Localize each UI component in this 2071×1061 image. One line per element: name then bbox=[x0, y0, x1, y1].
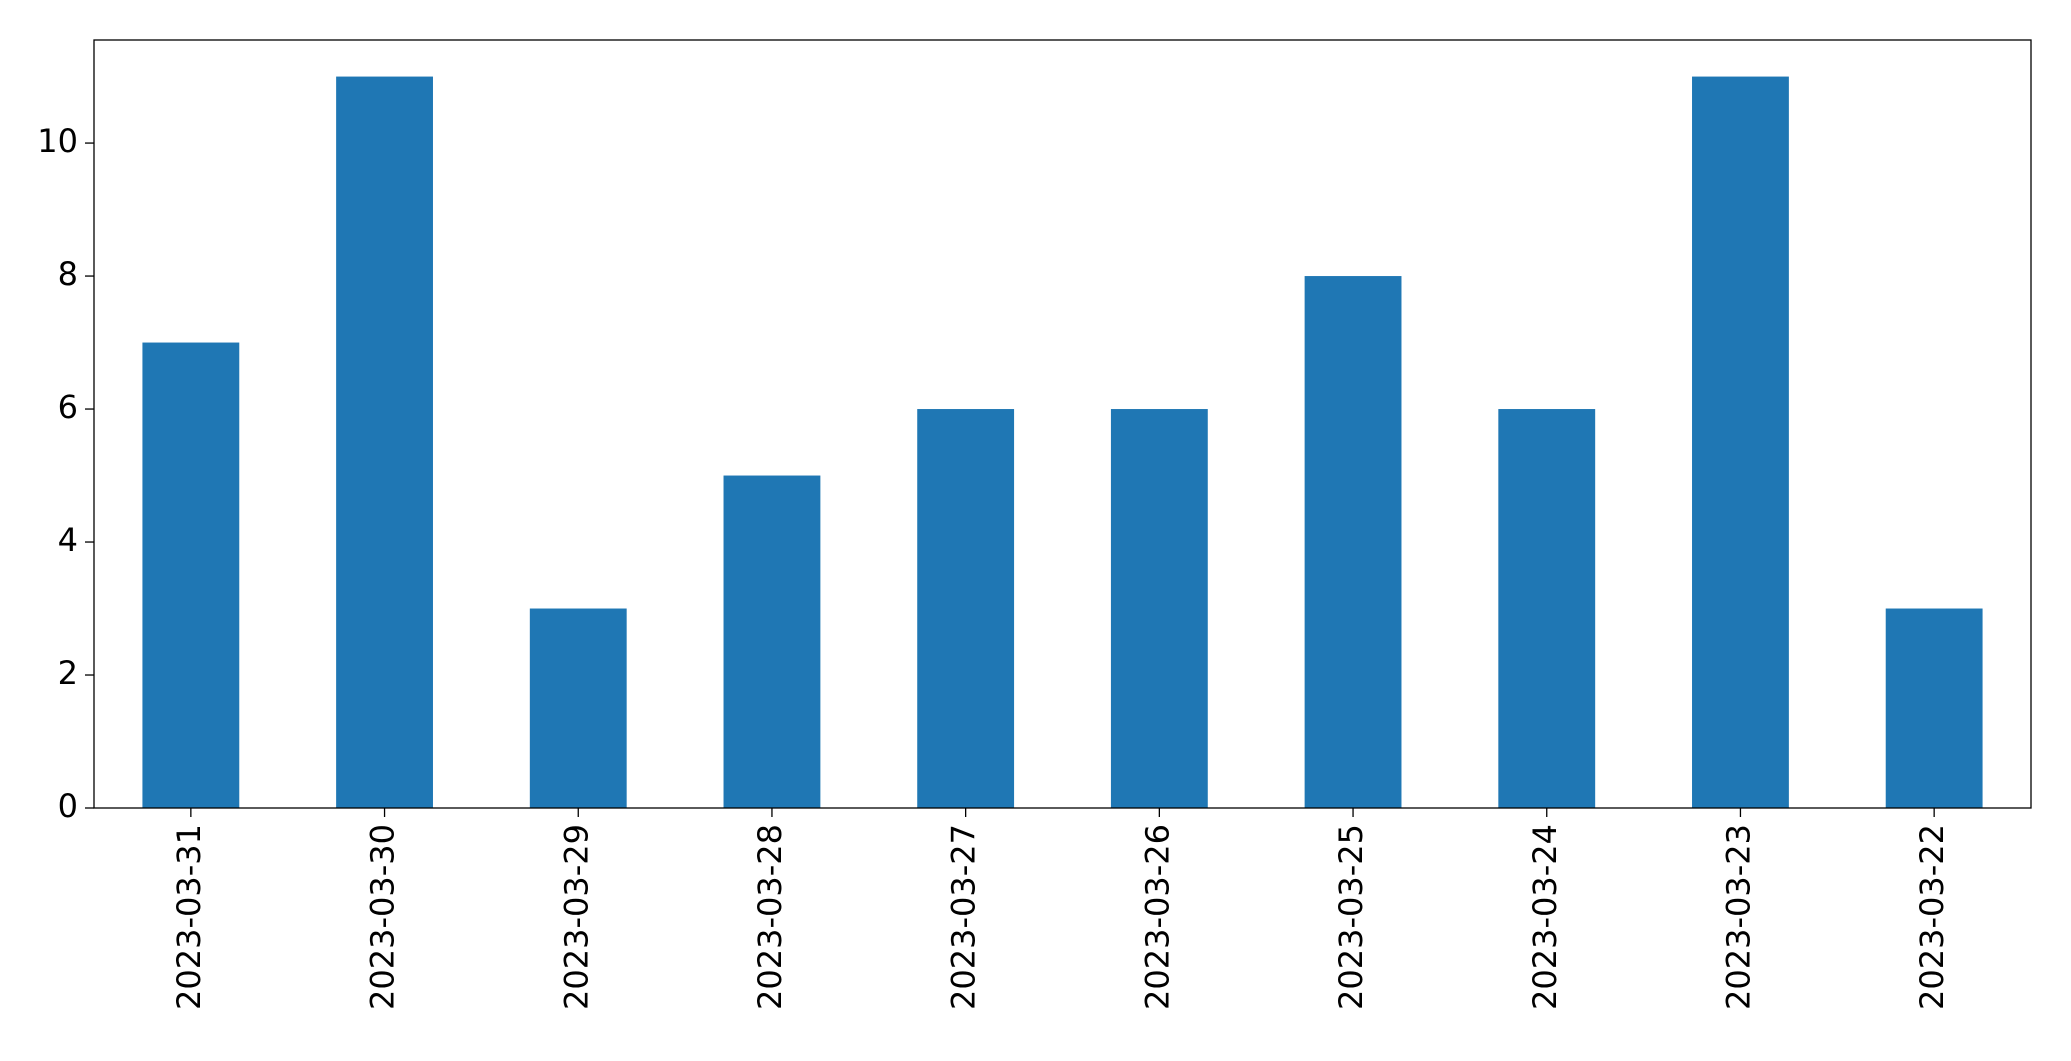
x-tick-label: 2023-03-30 bbox=[364, 824, 402, 1010]
x-tick-label: 2023-03-24 bbox=[1526, 824, 1564, 1010]
x-tick-label: 2023-03-29 bbox=[557, 824, 595, 1010]
bar bbox=[723, 475, 821, 808]
y-tick-label: 0 bbox=[58, 787, 78, 825]
y-tick-label: 6 bbox=[58, 388, 78, 426]
y-tick-label: 10 bbox=[37, 122, 78, 160]
y-tick-label: 8 bbox=[58, 255, 78, 293]
bar bbox=[336, 76, 433, 809]
x-tick-label: 2023-03-23 bbox=[1719, 824, 1757, 1010]
x-tick-label: 2023-03-25 bbox=[1332, 824, 1370, 1010]
plot-frame bbox=[93, 39, 2032, 809]
x-tick-label: 2023-03-27 bbox=[945, 824, 983, 1010]
bar bbox=[142, 342, 240, 808]
bar bbox=[1498, 409, 1596, 808]
bar bbox=[917, 409, 1015, 808]
bar bbox=[1110, 409, 1208, 808]
bar bbox=[529, 608, 627, 808]
x-tick-label: 2023-03-22 bbox=[1913, 824, 1951, 1010]
y-tick-label: 4 bbox=[58, 521, 78, 559]
bar bbox=[1304, 276, 1402, 808]
x-tick-label: 2023-03-31 bbox=[170, 824, 208, 1010]
bar bbox=[1885, 608, 1983, 808]
y-tick-label: 2 bbox=[58, 654, 78, 692]
x-tick-label: 2023-03-28 bbox=[751, 824, 789, 1010]
bar bbox=[1692, 76, 1789, 809]
x-tick-label: 2023-03-26 bbox=[1138, 824, 1176, 1010]
